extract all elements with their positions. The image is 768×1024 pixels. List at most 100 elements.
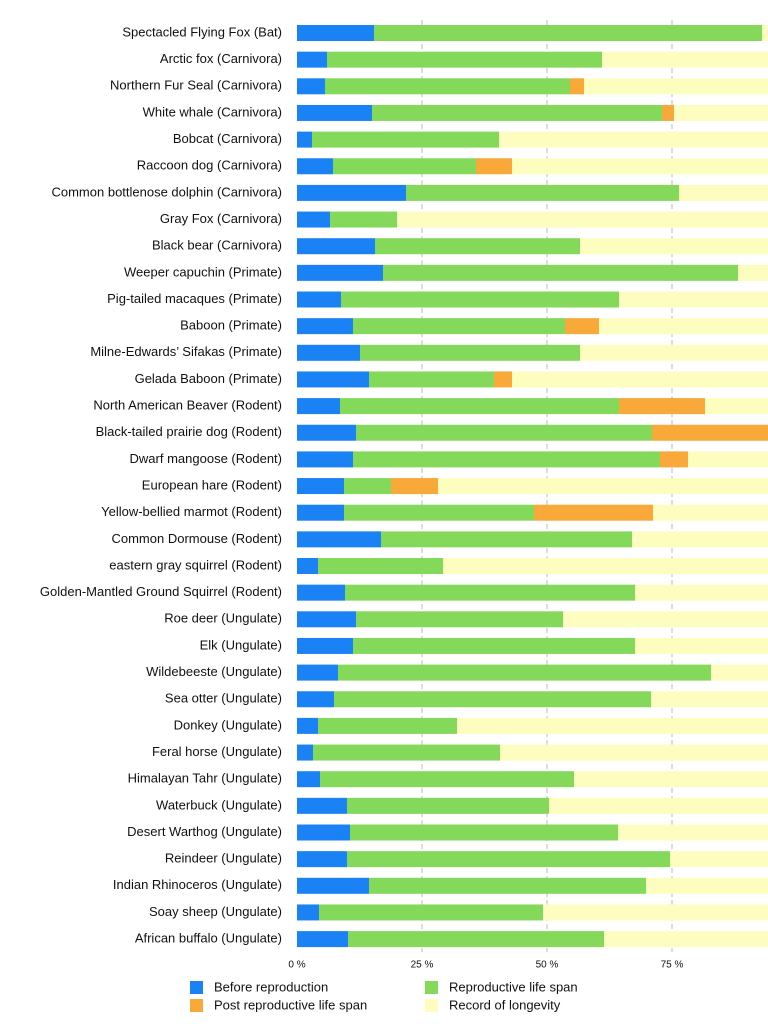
bar-segment [635,584,768,601]
y-tick-label: Raccoon dog (Carnivora) [137,158,282,173]
bar-segment [543,904,768,921]
bar-segment [660,451,688,468]
bar-segment [320,771,574,788]
x-tick-label: 50 % [536,960,559,971]
bar-segment [297,904,319,921]
bar-segment [651,691,768,708]
y-tick-label: Donkey (Ungulate) [174,717,282,732]
bar-segment [604,931,768,948]
bar-segment [297,851,347,868]
bar-segment [602,51,768,68]
bar-segment [297,451,353,468]
legend-swatch [425,999,438,1012]
bar-segment [738,264,768,281]
y-tick-label: Bobcat (Carnivora) [173,131,282,146]
bar-segment [297,877,369,894]
bar-segment [391,478,438,495]
bar-segment [297,184,406,201]
x-tick-label: 0 % [288,960,305,971]
bar-segment [574,771,768,788]
y-tick-label: Common Dormouse (Rodent) [111,531,282,546]
y-tick-label: Waterbuck (Ungulate) [156,797,282,812]
y-tick-label: European hare (Rodent) [142,477,282,492]
y-tick-label: White whale (Carnivora) [143,104,282,119]
y-tick-label: Pig-tailed macaques (Primate) [107,291,282,306]
y-tick-label: Wildebeeste (Ungulate) [146,664,282,679]
y-tick-label: Gelada Baboon (Primate) [135,371,282,386]
bar-segment [565,318,599,335]
bar-segment [381,531,632,548]
bar-segment [711,664,768,681]
bar-segment [580,238,768,255]
bar-segment [347,797,549,814]
legend-label: Before reproduction [214,979,328,994]
bar-segment [374,25,762,41]
y-tick-label: eastern gray squirrel (Rodent) [109,557,282,572]
bar-segment [762,25,768,41]
bar-segment [619,398,705,415]
bar-segment [297,717,318,734]
bar-segment [297,131,312,148]
y-tick-label: Spectacled Flying Fox (Bat) [122,24,282,39]
bar-segment [297,531,381,548]
y-tick-label: Black bear (Carnivora) [152,238,282,253]
bar-segment [353,451,660,468]
bar-segment [353,318,565,335]
bar-segment [635,637,768,654]
bar-segment [297,824,350,841]
bar-segment [344,478,391,495]
bar-segment [372,104,662,121]
bar-segment [297,478,344,495]
y-tick-label: African buffalo (Ungulate) [135,931,282,946]
bar-segment [347,851,670,868]
bar-segment [333,158,476,175]
bar-segment [297,78,325,95]
bar-segment [500,744,768,761]
bar-segment [662,104,674,121]
bar-segment [297,664,338,681]
y-tick-label: Feral horse (Ungulate) [152,744,282,759]
labels: 0 % 25 % 50 % 75 % Spectacled Flying Fox (Ba… [40,24,684,1012]
bar-segment [353,637,635,654]
bar-segment [297,238,375,255]
y-tick-label: Dwarf mangoose (Rodent) [130,451,282,466]
bar-segment [512,371,768,388]
bar-segment [688,451,768,468]
bar-segment [344,504,534,521]
bar-segment [570,78,584,95]
bar-segment [297,344,360,361]
bar-segment [375,238,580,255]
bar-segment [534,504,653,521]
bar-segment [563,611,768,628]
bar-segment [619,291,768,308]
bar-segment [297,211,330,228]
y-tick-label: Weeper capuchin (Primate) [124,264,282,279]
legend-swatch [425,981,438,994]
bar-segment [312,131,499,148]
bar-segment [369,877,646,894]
bar-segment [325,78,570,95]
bar-segment [297,744,313,761]
bar-segment [599,318,768,335]
bar-segment [360,344,580,361]
y-tick-label: Indian Rhinoceros (Ungulate) [113,877,282,892]
bar-segment [297,691,334,708]
bar-segment [348,931,604,948]
bar-segment [369,371,494,388]
y-tick-label: Baboon (Primate) [180,318,282,333]
bar-segment [297,797,347,814]
bar-segment [297,558,318,574]
bar-segment [297,104,372,121]
bars [297,25,768,948]
bar-segment [318,558,443,574]
bar-segment [549,797,768,814]
bar-segment [327,51,602,68]
bar-segment [652,424,768,441]
bar-segment [476,158,512,175]
bar-segment [438,478,768,495]
bar-segment [334,691,651,708]
y-tick-label: Golden-Mantled Ground Squirrel (Rodent) [40,584,282,599]
bar-segment [297,504,344,521]
bar-segment [338,664,711,681]
y-tick-label: Northern Fur Seal (Carnivora) [110,78,282,93]
